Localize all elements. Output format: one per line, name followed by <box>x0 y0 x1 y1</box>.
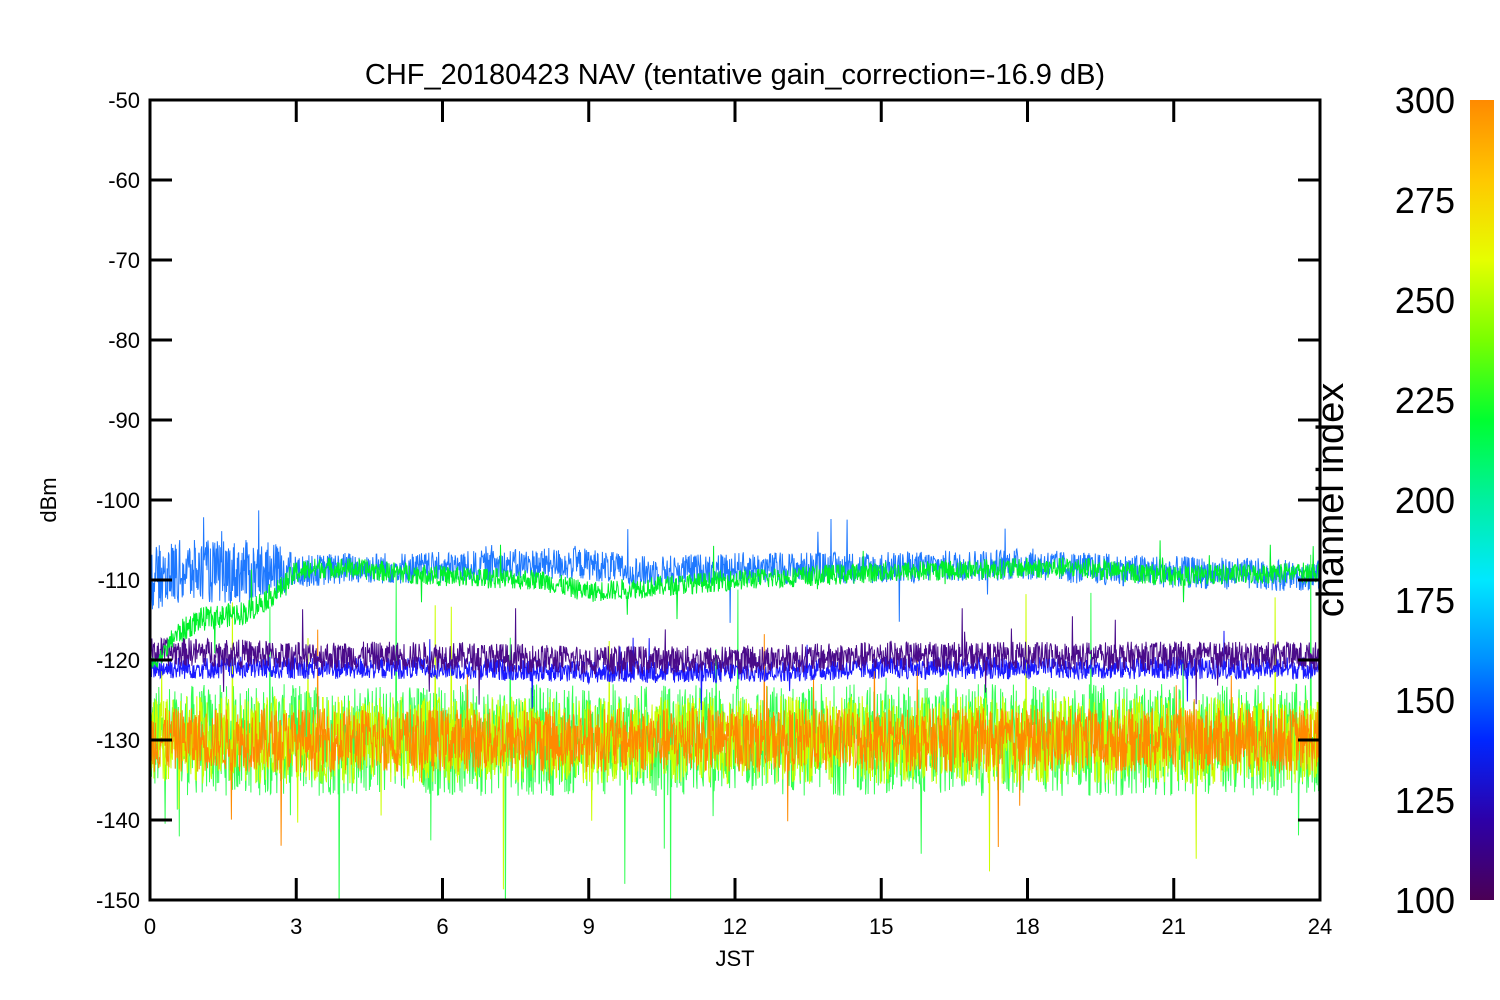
x-axis-title: JST <box>715 946 754 971</box>
series-line <box>150 510 1320 623</box>
x-tick-label: 24 <box>1308 914 1332 939</box>
y-axis-title: dBm <box>36 477 61 522</box>
x-axis: 0 3 6 9 12 15 18 21 24 <box>144 100 1332 939</box>
y-tick-label: -90 <box>108 408 140 433</box>
y-tick-label: -150 <box>96 888 140 913</box>
colorbar <box>1470 100 1494 900</box>
colorbar-title: channel index <box>1310 383 1352 618</box>
x-tick-label: 6 <box>436 914 448 939</box>
x-tick-label: 12 <box>723 914 747 939</box>
y-axis: -50 -60 -70 -80 -90 -100 -110 -120 -130 -140 -150 <box>96 88 1320 913</box>
y-tick-label: -100 <box>96 488 140 513</box>
x-tick-label: 9 <box>583 914 595 939</box>
y-tick-label: -140 <box>96 808 140 833</box>
chart-title: CHF_20180423 NAV (tentative gain_correct… <box>365 59 1105 91</box>
colorbar-tick-label: 125 <box>1395 780 1455 821</box>
colorbar-tick-label: 300 <box>1395 80 1455 121</box>
series-line <box>150 540 1320 675</box>
y-tick-label: -60 <box>108 168 140 193</box>
y-tick-label: -50 <box>108 88 140 113</box>
y-tick-label: -110 <box>98 568 140 593</box>
series-line <box>150 629 1320 848</box>
series-layer <box>150 510 1320 900</box>
colorbar-tick-label: 250 <box>1395 280 1455 321</box>
y-tick-label: -80 <box>108 328 140 353</box>
colorbar-tick-label: 225 <box>1395 380 1455 421</box>
series-line <box>150 608 1320 705</box>
y-tick-label: -120 <box>96 648 140 673</box>
colorbar-tick-label: 275 <box>1395 180 1455 221</box>
x-tick-label: 18 <box>1015 914 1039 939</box>
x-tick-label: 15 <box>869 914 893 939</box>
y-tick-label: -70 <box>108 248 140 273</box>
colorbar-ticks: 100 125 150 175 200 225 250 275 300 <box>1395 80 1455 921</box>
x-tick-label: 21 <box>1162 914 1186 939</box>
series-line <box>150 554 1320 900</box>
x-tick-label: 3 <box>290 914 302 939</box>
colorbar-tick-label: 175 <box>1395 580 1455 621</box>
x-tick-label: 0 <box>144 914 156 939</box>
colorbar-tick-label: 100 <box>1395 880 1455 921</box>
y-tick-label: -130 <box>96 728 140 753</box>
colorbar-tick-label: 200 <box>1395 480 1455 521</box>
colorbar-tick-label: 150 <box>1395 680 1455 721</box>
